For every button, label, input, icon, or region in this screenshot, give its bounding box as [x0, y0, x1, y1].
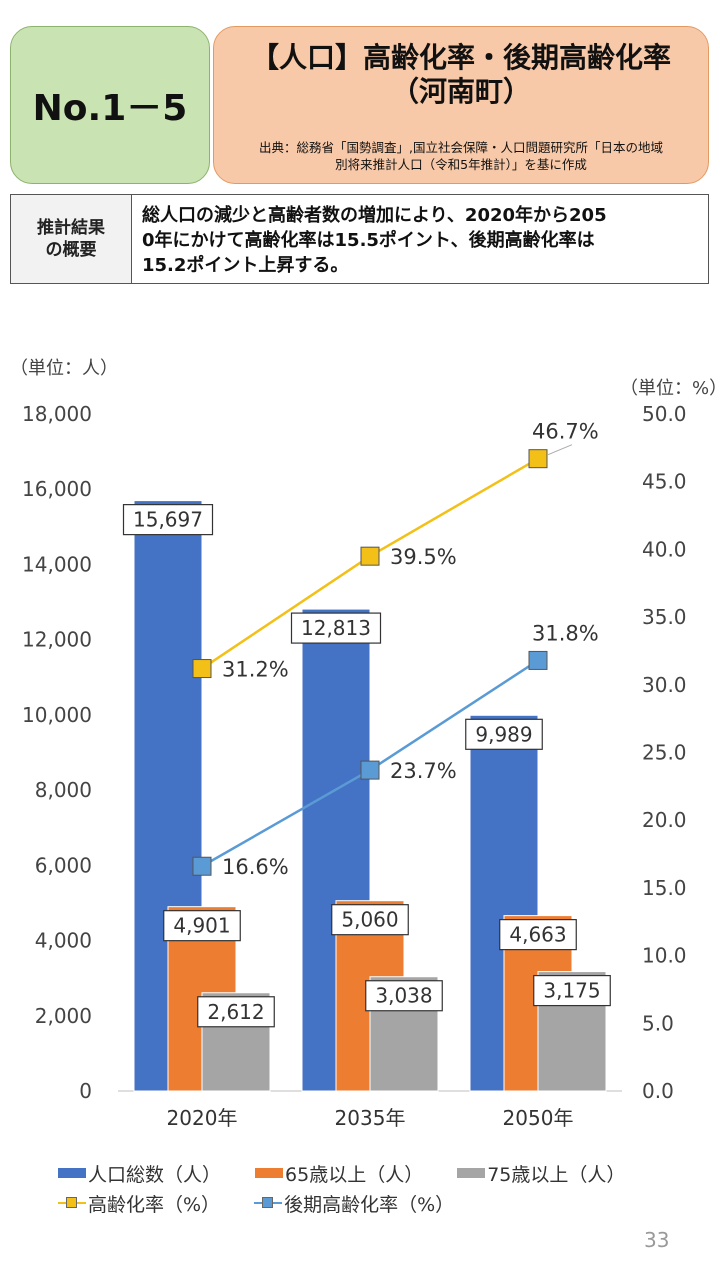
- y-axis-tick-label: 10,000: [22, 703, 92, 727]
- legend-label-late-aging-rate: 後期高齢化率（%）: [284, 1193, 455, 1216]
- late-aging-rate-marker: [360, 760, 380, 780]
- y2-axis-tick-label: 35.0: [642, 605, 687, 629]
- legend-label-65plus: 65歳以上（人）: [285, 1163, 424, 1186]
- legend-item-aging-rate: 高齢化率（%）: [58, 1190, 220, 1217]
- x-axis-category-label: 2050年: [503, 1106, 574, 1130]
- summary-text-line-2: 0年にかけて高齢化率は15.5ポイント、後期高齢化率は: [142, 230, 595, 251]
- legend-swatch-aging-rate: [58, 1196, 86, 1210]
- total-population-data-label-box: [122, 504, 214, 536]
- x-axis-category-label: 2035年: [335, 1106, 406, 1130]
- y2-axis-tick-label: 40.0: [642, 537, 687, 561]
- page-number: 33: [644, 1228, 670, 1252]
- late-aging-rate-marker: [192, 856, 212, 876]
- 75plus-data-label: 2,612: [207, 1000, 264, 1024]
- aging-rate-marker: [192, 659, 212, 679]
- summary-label: 推計結果 の概要: [11, 195, 132, 283]
- source-note: 出典：総務省「国勢調査」,国立社会保障・人口問題研究所「日本の地域 別将来推計人…: [214, 139, 708, 173]
- 75plus-data-label-box: [365, 980, 443, 1012]
- 75plus-data-label: 3,175: [543, 979, 600, 1003]
- 75plus-data-label-box: [533, 974, 611, 1007]
- legend-swatch-total: [58, 1168, 86, 1178]
- summary-text-line-1: 総人口の減少と高齢者数の増加により、2020年から205: [142, 205, 607, 226]
- legend-item-65plus: 65歳以上（人）: [255, 1160, 423, 1187]
- legend-row-lines: 高齢化率（%） 後期高齢化率（%）: [58, 1188, 698, 1218]
- y-axis-tick-label: 12,000: [22, 628, 92, 652]
- y2-axis-tick-label: 5.0: [642, 1011, 674, 1035]
- total-population-data-label: 9,989: [475, 722, 532, 746]
- y2-axis-tick-label: 30.0: [642, 673, 687, 697]
- y-axis-tick-label: 6,000: [35, 853, 92, 877]
- legend-label-total: 人口総数（人）: [88, 1163, 222, 1186]
- aging-rate-label-leader: [547, 444, 573, 456]
- summary-text: 総人口の減少と高齢者数の増加により、2020年から205 0年にかけて高齢化率は…: [132, 195, 708, 283]
- title-line-2: （河南町）: [390, 75, 531, 108]
- y-axis-tick-label: 18,000: [22, 402, 92, 426]
- legend-item-total: 人口総数（人）: [58, 1160, 221, 1187]
- source-line-1: 出典：総務省「国勢調査」,国立社会保障・人口問題研究所「日本の地域: [259, 140, 663, 155]
- 75plus-data-label-box: [197, 996, 275, 1028]
- 65plus-data-label: 4,901: [173, 914, 230, 938]
- total-population-data-label-box: [290, 612, 382, 644]
- title-line-1: 【人口】高齢化率・後期高齢化率: [250, 41, 671, 74]
- title-box: 【人口】高齢化率・後期高齢化率 （河南町） 出典：総務省「国勢調査」,国立社会保…: [213, 26, 709, 184]
- y2-axis-tick-label: 50.0: [642, 402, 687, 426]
- late-aging-rate-marker: [528, 650, 548, 670]
- slide-number: No.1－5: [32, 88, 188, 129]
- aging-rate-data-label: 39.5%: [390, 545, 457, 569]
- y2-axis-tick-label: 15.0: [642, 876, 687, 900]
- summary-text-line-3: 15.2ポイント上昇する。: [142, 255, 349, 276]
- aging-rate-marker: [360, 546, 380, 566]
- y-axis-tick-label: 0: [79, 1079, 92, 1103]
- source-line-2: 別将来推計人口（令和5年推計）」を基に作成: [335, 157, 587, 172]
- left-axis-unit: （単位：人）: [10, 358, 118, 379]
- legend-swatch-75plus: [457, 1168, 486, 1178]
- y2-axis-tick-label: 20.0: [642, 808, 687, 832]
- right-axis-unit: （単位：%）: [620, 378, 720, 399]
- total-population-data-label: 15,697: [133, 508, 203, 532]
- aging-rate-data-label: 31.2%: [222, 658, 289, 682]
- total-population-data-label: 12,813: [301, 616, 371, 640]
- 65plus-data-label: 5,060: [341, 908, 398, 932]
- legend-swatch-late-aging-rate: [254, 1196, 283, 1210]
- aging-rate-data-label: 46.7%: [532, 420, 599, 444]
- legend-swatch-65plus: [255, 1168, 284, 1178]
- late-aging-rate-data-label: 23.7%: [390, 759, 457, 783]
- 65plus-data-label: 4,663: [509, 923, 566, 947]
- summary-label-line-2: の概要: [45, 240, 97, 260]
- legend-item-75plus: 75歳以上（人）: [457, 1160, 625, 1187]
- x-axis-category-label: 2020年: [167, 1106, 238, 1130]
- summary-label-line-1: 推計結果: [37, 218, 105, 238]
- 65plus-data-label-box: [163, 910, 241, 942]
- y-axis-tick-label: 8,000: [35, 778, 92, 802]
- 65plus-data-label-box: [331, 904, 409, 936]
- y2-axis-tick-label: 0.0: [642, 1079, 674, 1103]
- late-aging-rate-data-label: 31.8%: [532, 621, 599, 645]
- slide-title: 【人口】高齢化率・後期高齢化率 （河南町）: [214, 41, 708, 109]
- 75plus-data-label: 3,038: [375, 984, 432, 1008]
- y2-axis-tick-label: 45.0: [642, 470, 687, 494]
- total-population-data-label-box: [465, 718, 543, 750]
- y-axis-tick-label: 4,000: [35, 929, 92, 953]
- late-aging-rate-data-label: 16.6%: [222, 855, 289, 879]
- legend-label-75plus: 75歳以上（人）: [487, 1163, 626, 1186]
- y-axis-tick-label: 16,000: [22, 477, 92, 501]
- y2-axis-tick-label: 25.0: [642, 741, 687, 765]
- slide-number-box: No.1－5: [10, 26, 210, 184]
- y2-axis-tick-label: 10.0: [642, 944, 687, 968]
- legend-item-late-aging-rate: 後期高齢化率（%）: [254, 1190, 454, 1217]
- chart-legend: 人口総数（人） 65歳以上（人） 75歳以上（人） 高齢化率（%） 後期高齢化率…: [58, 1158, 698, 1218]
- legend-row-bars: 人口総数（人） 65歳以上（人） 75歳以上（人）: [58, 1158, 698, 1188]
- summary-table: 推計結果 の概要 総人口の減少と高齢者数の増加により、2020年から205 0年…: [10, 194, 709, 284]
- aging-rate-marker: [528, 449, 548, 469]
- legend-label-aging-rate: 高齢化率（%）: [88, 1193, 221, 1216]
- 65plus-data-label-box: [499, 919, 577, 951]
- y-axis-tick-label: 14,000: [22, 552, 92, 576]
- y-axis-tick-label: 2,000: [35, 1004, 92, 1028]
